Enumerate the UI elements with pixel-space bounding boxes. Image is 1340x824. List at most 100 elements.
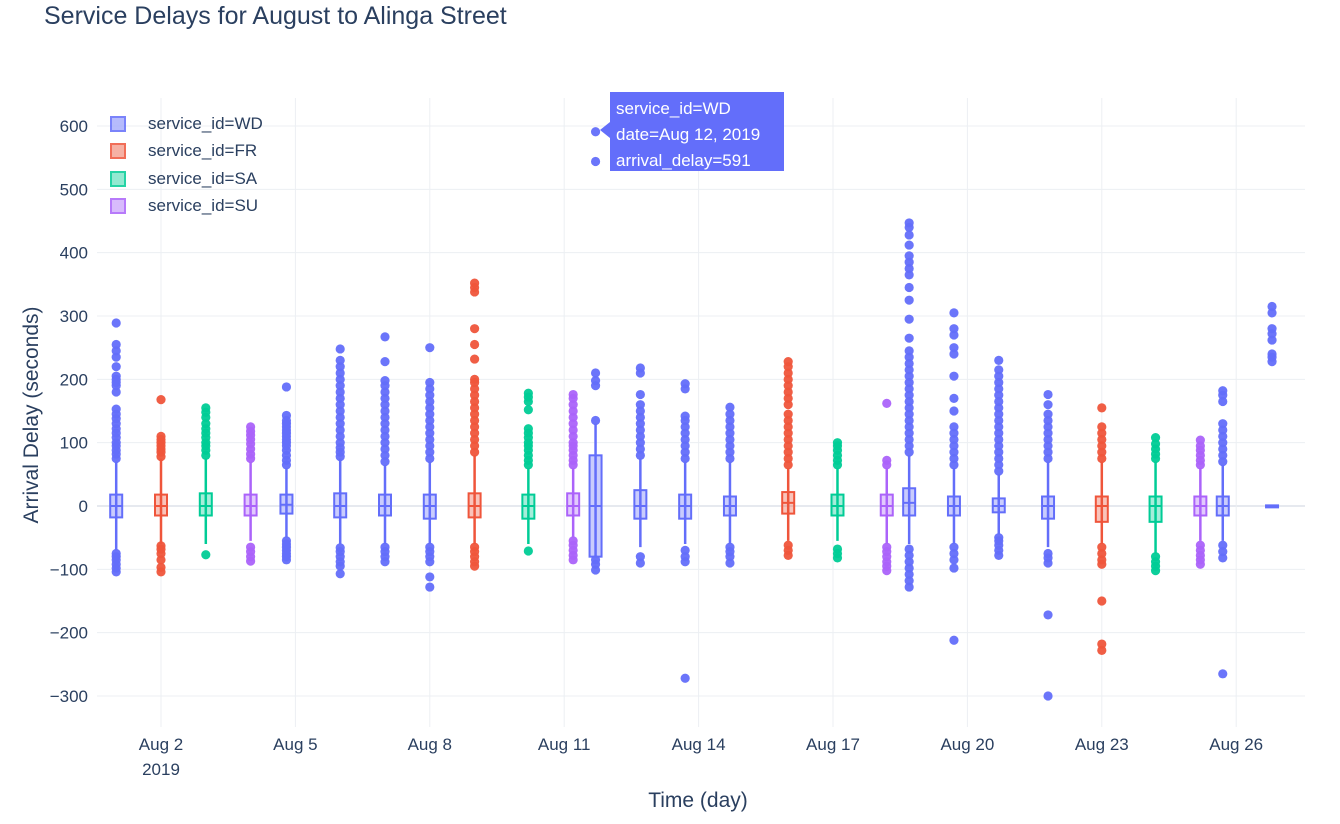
- box-outlier-point: [156, 541, 166, 551]
- box-outlier-point: [949, 371, 959, 381]
- box-outlier-point: [725, 453, 735, 464]
- box-trace[interactable]: [198, 403, 213, 560]
- box-trace[interactable]: [279, 382, 294, 565]
- box-outlier-point: [680, 379, 690, 389]
- box-outlier-point: [380, 444, 390, 454]
- box-body: [566, 492, 581, 517]
- box-outlier-point: [783, 460, 793, 470]
- box-body: [1094, 495, 1109, 523]
- legend-item-wd[interactable]: service_id=WD: [110, 110, 263, 138]
- box-trace[interactable]: [830, 438, 845, 563]
- box-outlier-point: [425, 428, 435, 438]
- y-tick-label: 200: [60, 370, 88, 389]
- legend-item-sa[interactable]: service_id=SA: [110, 165, 263, 193]
- box-outlier-point: [904, 240, 914, 250]
- box-outlier-point: [425, 542, 435, 552]
- box-outlier-point: [1267, 301, 1277, 312]
- box-trace[interactable]: [1148, 433, 1163, 576]
- box-trace[interactable]: [678, 379, 693, 683]
- box-outlier-point: [380, 332, 390, 342]
- box-trace[interactable]: [902, 218, 917, 592]
- x-axis-ticks: Aug 2 2019 Aug 5 Aug 8 Aug 11 Aug 14 Aug 17 Aug…: [139, 735, 1263, 779]
- box-outlier-point: [994, 422, 1004, 432]
- box-outlier-point: [904, 295, 914, 305]
- box-outlier-point: [335, 381, 345, 391]
- box-trace[interactable]: [1215, 386, 1230, 679]
- box-outlier-point: [904, 352, 914, 362]
- legend-item-fr[interactable]: service_id=FR: [110, 138, 263, 166]
- box-outlier-point: [994, 365, 1004, 375]
- box-trace[interactable]: [467, 278, 482, 571]
- box-outlier-point: [1097, 434, 1107, 445]
- x-tick-label: Aug 5: [273, 735, 317, 754]
- box-trace[interactable]: [154, 395, 168, 577]
- box-trace[interactable]: [243, 422, 258, 566]
- box-outlier-point: [949, 406, 959, 416]
- box-outlier-point: [470, 374, 480, 384]
- box-outlier-point: [156, 431, 166, 441]
- legend-item-su[interactable]: service_id=SU: [110, 193, 263, 221]
- box-outlier-point: [425, 343, 435, 353]
- box-outlier-point: [425, 390, 435, 400]
- box-outlier-point: [523, 546, 533, 556]
- box-outlier-point: [994, 447, 1004, 457]
- box-outlier-point: [725, 447, 735, 457]
- box-outlier-point: [904, 333, 914, 343]
- box-outlier-point: [470, 441, 480, 451]
- legend-label-sa: service_id=SA: [148, 168, 258, 188]
- box-outlier-point: [725, 542, 735, 552]
- box-trace[interactable]: [521, 388, 536, 556]
- box-trace[interactable]: [378, 332, 392, 567]
- box-outlier-point: [246, 542, 256, 552]
- box-outlier-point: [568, 412, 578, 422]
- box-trace[interactable]: [1193, 435, 1208, 569]
- box-trace[interactable]: [1094, 403, 1109, 655]
- tooltip-line-date: date=Aug 12, 2019: [616, 125, 761, 144]
- box-outlier-point: [832, 438, 843, 448]
- box-outlier-point: [904, 557, 914, 567]
- box-outlier-point: [380, 400, 390, 410]
- box-trace[interactable]: [1265, 301, 1280, 509]
- box-trace[interactable]: [991, 355, 1006, 560]
- box-outlier-point: [635, 431, 645, 441]
- box-outlier-point: [994, 428, 1004, 438]
- box-trace[interactable]: [333, 344, 348, 579]
- box-outlier-point: [335, 406, 345, 416]
- box-trace[interactable]: [633, 363, 648, 568]
- box-outlier-point: [156, 562, 166, 573]
- box-outlier-point: [994, 384, 1004, 394]
- box-trace[interactable]: [109, 318, 124, 577]
- legend-swatch-sa: [110, 170, 126, 187]
- box-outlier-point: [994, 466, 1004, 476]
- box-outlier-point: [1218, 540, 1228, 550]
- box-outlier-point: [1097, 596, 1107, 606]
- box-outlier-point: [1218, 444, 1228, 454]
- box-trace[interactable]: [879, 398, 894, 576]
- box-outlier-point: [949, 548, 959, 559]
- box-outlier-point: [949, 453, 959, 464]
- x-tick-label: Aug 23: [1075, 735, 1129, 754]
- box-outlier-point: [335, 387, 345, 397]
- box-trace[interactable]: [422, 343, 437, 592]
- box-outlier-point: [882, 455, 892, 466]
- box-outlier-point: [523, 388, 533, 398]
- x-tick-label: Aug 8: [408, 735, 452, 754]
- box-trace[interactable]: [722, 402, 737, 568]
- box-trace[interactable]: [1041, 389, 1056, 701]
- box-outlier-point: [994, 533, 1004, 543]
- box-trace[interactable]: [588, 127, 603, 575]
- box-outlier-point: [783, 453, 793, 464]
- box-outlier-point: [1043, 447, 1053, 457]
- box-outlier-point: [904, 409, 914, 419]
- box-outlier-point: [425, 453, 435, 464]
- box-outlier-point: [949, 349, 959, 359]
- box-outlier-point: [904, 218, 914, 228]
- box-outlier-point: [904, 251, 914, 261]
- legend-label-wd: service_id=WD: [148, 113, 263, 133]
- x-axis-title: Time (day): [648, 789, 748, 812]
- box-trace[interactable]: [946, 308, 961, 645]
- grid-lines: [97, 98, 1305, 727]
- box-trace[interactable]: [566, 389, 581, 565]
- box-trace[interactable]: [781, 357, 796, 560]
